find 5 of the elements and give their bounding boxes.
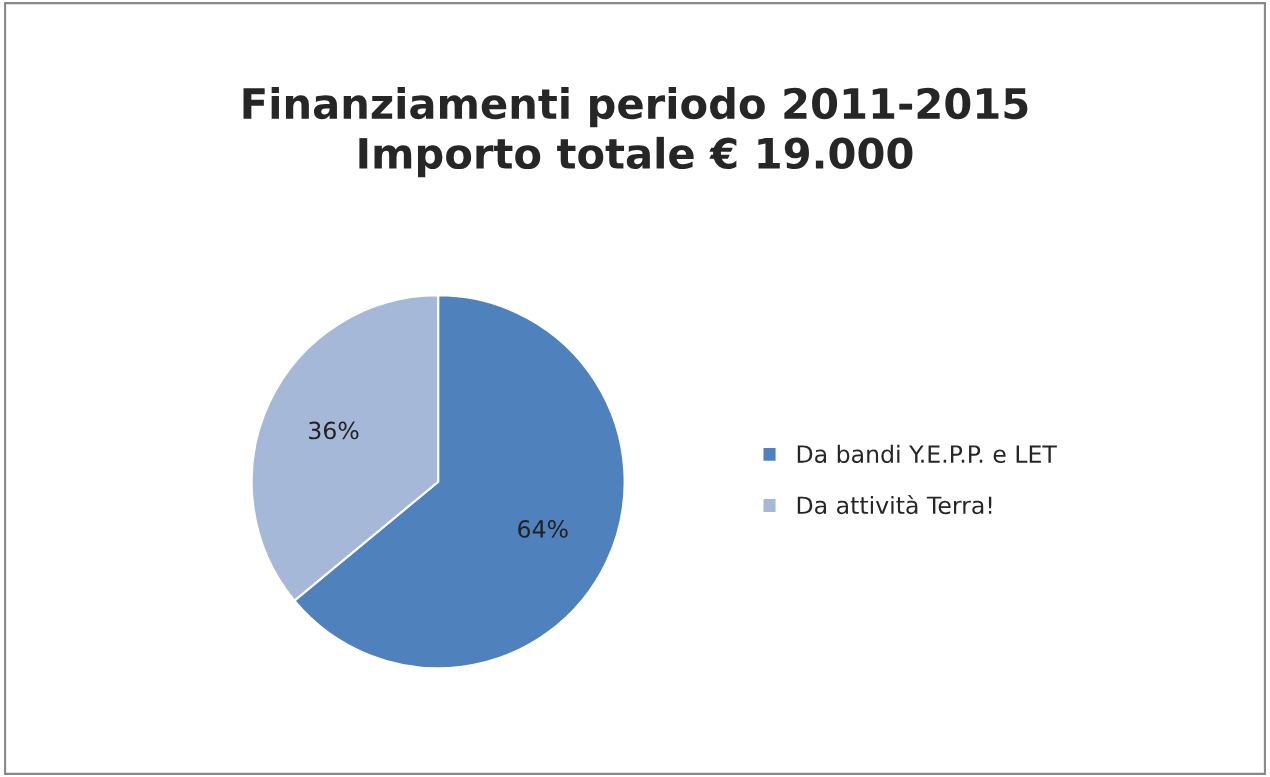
- legend-label: Da attività Terra!: [797, 494, 992, 515]
- legend-label: Da bandi Y.E.P.P. e LET: [797, 444, 1057, 463]
- data-label: 36%: [309, 421, 359, 440]
- data-label: 64%: [518, 519, 568, 538]
- chart-title: Finanziamenti periodo 2011-2015 Importo totale € 19.000: [243, 87, 1028, 178]
